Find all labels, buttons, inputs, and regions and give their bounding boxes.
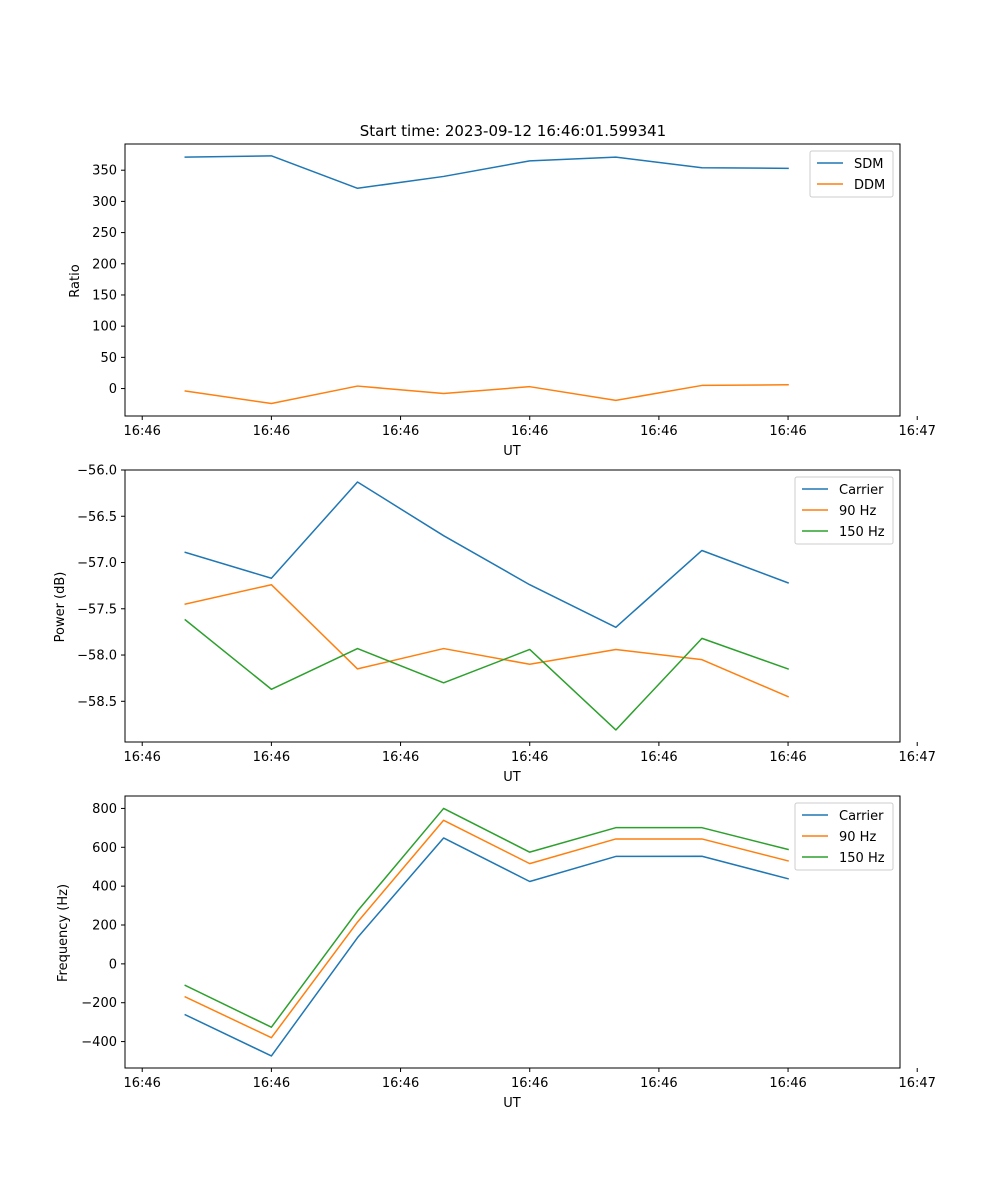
- power-panel: Power (dB) UT 16:46 16:46 16:46 16:46 16:46 1…: [53, 464, 936, 786]
- x-tick-label: 16:46: [382, 1076, 419, 1091]
- x-tick-label: 16:46: [769, 424, 806, 439]
- y-tick-label: 350: [92, 164, 117, 179]
- series-line-ddm: [184, 384, 789, 405]
- ratio-plot-marks: 16:46 16:46 16:46 16:46 16:46 16:46 16:47 0 50 10…: [92, 155, 936, 439]
- x-axis-label: UT: [503, 1096, 521, 1111]
- x-axis-label: UT: [503, 770, 521, 785]
- y-tick-label: −57.5: [77, 602, 117, 617]
- x-tick-label: 16:47: [898, 750, 935, 765]
- x-tick-label: 16:46: [253, 1076, 290, 1091]
- legend: Carrier 90 Hz 150 Hz: [794, 802, 894, 871]
- x-tick-label: 16:46: [640, 424, 677, 439]
- y-tick-label: 600: [92, 841, 117, 856]
- legend-label-sdm: SDM: [854, 157, 883, 172]
- legend-label-90hz: 90 Hz: [839, 504, 876, 519]
- y-tick-label: 300: [92, 195, 117, 210]
- legend-label-carrier: Carrier: [839, 809, 884, 824]
- y-tick-label: −58.0: [77, 649, 117, 664]
- y-tick-label: −58.5: [77, 695, 117, 710]
- y-tick-label: 150: [92, 288, 117, 303]
- x-tick-label: 16:46: [640, 750, 677, 765]
- x-tick-label: 16:46: [382, 424, 419, 439]
- series-line-sdm: [184, 155, 789, 190]
- y-tick-label: 0: [109, 382, 117, 397]
- x-tick-label: 16:47: [898, 424, 935, 439]
- y-tick-label: −200: [81, 996, 117, 1011]
- y-axis-label: Power (dB): [53, 572, 68, 643]
- y-axis-label: Ratio: [68, 264, 83, 297]
- series-line-carrier: [184, 837, 789, 1057]
- x-tick-label: 16:46: [511, 424, 548, 439]
- legend-box: [794, 802, 894, 871]
- x-tick-label: 16:46: [123, 1076, 160, 1091]
- x-tick-label: 16:46: [123, 750, 160, 765]
- legend: SDM DDM: [809, 150, 894, 198]
- x-axis-label: UT: [503, 444, 521, 459]
- x-tick-label: 16:46: [769, 750, 806, 765]
- x-tick-label: 16:47: [898, 1076, 935, 1091]
- frequency-axes-frame: [124, 795, 901, 1069]
- y-tick-label: −56.0: [77, 464, 117, 479]
- y-tick-label: 0: [109, 957, 117, 972]
- y-tick-label: −56.5: [77, 510, 117, 525]
- ratio-axes-frame: [124, 143, 901, 417]
- y-tick-label: 200: [92, 919, 117, 934]
- legend: Carrier 90 Hz 150 Hz: [794, 476, 894, 545]
- y-tick-label: −57.0: [77, 556, 117, 571]
- ratio-panel: Start time: 2023-09-12 16:46:01.599341 R…: [68, 122, 936, 459]
- x-tick-label: 16:46: [769, 1076, 806, 1091]
- x-tick-label: 16:46: [511, 1076, 548, 1091]
- series-line-90hz: [184, 819, 789, 1039]
- y-tick-label: 100: [92, 320, 117, 335]
- frequency-plot-marks: 16:46 16:46 16:46 16:46 16:46 16:46 16:47 −400 −…: [81, 802, 936, 1091]
- y-axis-label: Frequency (Hz): [56, 884, 71, 982]
- series-line-carrier: [184, 481, 790, 629]
- x-tick-label: 16:46: [640, 1076, 677, 1091]
- x-tick-label: 16:46: [382, 750, 419, 765]
- legend-label-150hz: 150 Hz: [839, 851, 885, 866]
- frequency-panel: Frequency (Hz) UT 16:46 16:46 16:46 16:46 16…: [56, 795, 936, 1111]
- series-line-150hz: [184, 618, 790, 731]
- y-tick-label: −400: [81, 1035, 117, 1050]
- y-tick-label: 800: [92, 802, 117, 817]
- y-tick-label: 50: [100, 351, 117, 366]
- chart-title: Start time: 2023-09-12 16:46:01.599341: [360, 122, 666, 140]
- series-line-90hz: [184, 583, 790, 698]
- series-line-150hz: [184, 807, 789, 1028]
- legend-label-90hz: 90 Hz: [839, 830, 876, 845]
- y-tick-label: 400: [92, 880, 117, 895]
- x-tick-label: 16:46: [123, 424, 160, 439]
- legend-label-ddm: DDM: [854, 178, 885, 193]
- power-plot-marks: 16:46 16:46 16:46 16:46 16:46 16:46 16:47 −58.5…: [77, 464, 936, 766]
- x-tick-label: 16:46: [253, 750, 290, 765]
- legend-label-150hz: 150 Hz: [839, 525, 885, 540]
- legend-label-carrier: Carrier: [839, 483, 884, 498]
- y-tick-label: 250: [92, 226, 117, 241]
- x-tick-label: 16:46: [511, 750, 548, 765]
- legend-box: [794, 476, 894, 545]
- y-tick-label: 200: [92, 257, 117, 272]
- x-tick-label: 16:46: [253, 424, 290, 439]
- power-axes-frame: [124, 469, 901, 743]
